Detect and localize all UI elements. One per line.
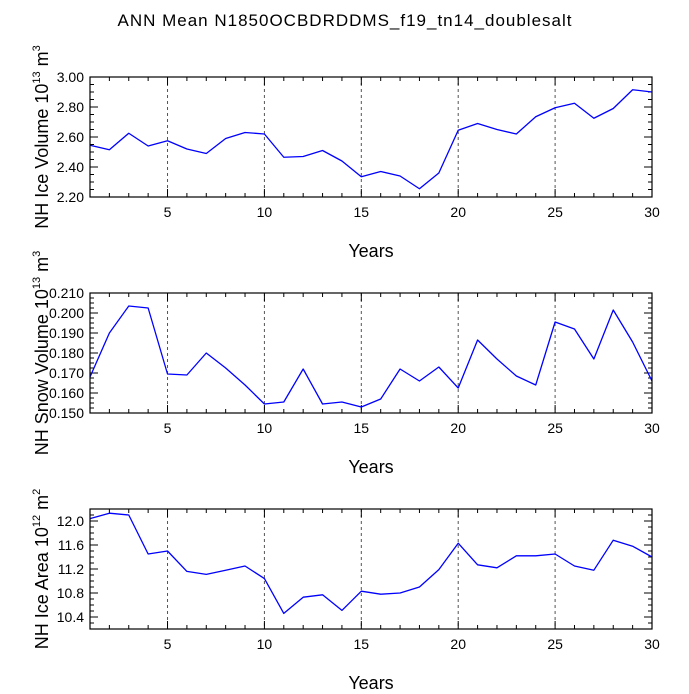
x-tick-label: 5 (164, 636, 172, 652)
chart-title: ANN Mean N1850OCBDRDDMS_f19_tn14_doubles… (118, 11, 573, 30)
y-tick-label: 0.200 (49, 305, 84, 321)
y-tick-label: 2.80 (57, 99, 84, 115)
x-tick-label: 25 (547, 420, 563, 436)
y-tick-label: 0.210 (49, 285, 84, 301)
panels: 2.20 2.40 2.60 2.80 3.00 5 10 15 20 25 30 Years NH I… (31, 45, 660, 693)
x-axis-label: Years (348, 673, 393, 689)
x-tick-label: 25 (547, 204, 563, 220)
series-line (89, 89, 653, 190)
x-tick-label: 30 (644, 636, 660, 652)
x-tick-label: 10 (257, 420, 273, 436)
y-tick-label: 11.6 (58, 537, 84, 553)
x-tick-label: 30 (644, 420, 660, 436)
panel-3: 10.4 10.8 11.2 11.6 12.0 5 10 15 20 25 30 Years NH I… (31, 489, 660, 693)
y-tick-label: 0.150 (49, 405, 84, 421)
x-tick-label: 5 (164, 420, 172, 436)
x-tick-label: 15 (354, 204, 370, 220)
y-tick-label: 2.60 (57, 129, 84, 145)
panel-1: 2.20 2.40 2.60 2.80 3.00 5 10 15 20 25 30 Years NH I… (31, 45, 660, 261)
x-tick-label: 25 (547, 636, 563, 652)
y-tick-label: 12.0 (57, 513, 84, 529)
y-axis-label: NH Ice Area 1012m2 (31, 489, 52, 649)
y-tick-label: 10.4 (57, 609, 84, 625)
panel-2: 0.150 0.160 0.170 0.180 0.190 0.200 0.210 5 10 15… (31, 251, 660, 477)
y-tick-label: 0.170 (49, 365, 84, 381)
x-tick-label: 15 (354, 636, 370, 652)
x-tick-label: 20 (450, 204, 466, 220)
x-tick-label: 10 (257, 636, 273, 652)
y-tick-label: 3.00 (57, 69, 84, 85)
x-tick-label: 20 (450, 636, 466, 652)
y-tick-label: 11.2 (58, 561, 84, 577)
plot-frame (89, 292, 653, 414)
y-axis-label: NH Ice Volume 1013m3 (31, 45, 52, 228)
plot-frame (89, 76, 653, 198)
x-axis-label: Years (348, 241, 393, 261)
series-line (89, 512, 653, 615)
y-tick-label: 0.160 (49, 385, 84, 401)
series-line (89, 305, 653, 408)
x-tick-label: 15 (354, 420, 370, 436)
y-tick-label: 0.190 (49, 325, 84, 341)
x-tick-label: 10 (257, 204, 273, 220)
y-tick-label: 10.8 (57, 585, 84, 601)
x-tick-label: 20 (450, 420, 466, 436)
x-tick-label: 30 (644, 204, 660, 220)
x-axis-label: Years (348, 457, 393, 477)
x-tick-label: 5 (164, 204, 172, 220)
plot-frame (89, 508, 653, 630)
y-tick-label: 2.40 (57, 159, 84, 175)
y-tick-label: 0.180 (49, 345, 84, 361)
y-axis-label: NH Snow Volume 1013m3 (31, 251, 52, 455)
y-tick-label: 2.20 (57, 189, 84, 205)
